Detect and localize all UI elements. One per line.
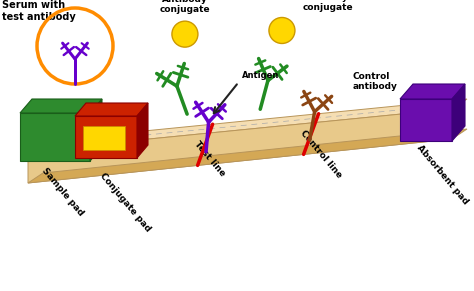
Polygon shape — [400, 99, 452, 141]
Text: Absorbent pad: Absorbent pad — [415, 143, 470, 206]
Circle shape — [269, 17, 295, 43]
Polygon shape — [90, 99, 102, 161]
Polygon shape — [75, 116, 137, 158]
Polygon shape — [20, 99, 102, 113]
Polygon shape — [137, 103, 148, 158]
Text: Antibody
conjugate: Antibody conjugate — [303, 0, 354, 13]
Text: Test line: Test line — [192, 139, 227, 178]
Polygon shape — [28, 99, 467, 151]
Text: Conjugate pad: Conjugate pad — [98, 171, 152, 233]
Polygon shape — [400, 84, 465, 99]
Text: Serum with
test antibody: Serum with test antibody — [2, 0, 76, 22]
Text: Antibody
conjugate: Antibody conjugate — [160, 0, 210, 14]
Text: Control line: Control line — [299, 129, 344, 180]
Polygon shape — [28, 109, 452, 183]
Polygon shape — [20, 113, 90, 161]
Polygon shape — [452, 84, 465, 141]
Polygon shape — [28, 129, 467, 183]
Polygon shape — [75, 103, 148, 116]
Text: Sample pad: Sample pad — [40, 166, 85, 217]
Polygon shape — [83, 126, 125, 150]
Text: Control
antibody: Control antibody — [353, 72, 398, 91]
Circle shape — [172, 21, 198, 47]
Text: Antigen: Antigen — [242, 71, 279, 80]
